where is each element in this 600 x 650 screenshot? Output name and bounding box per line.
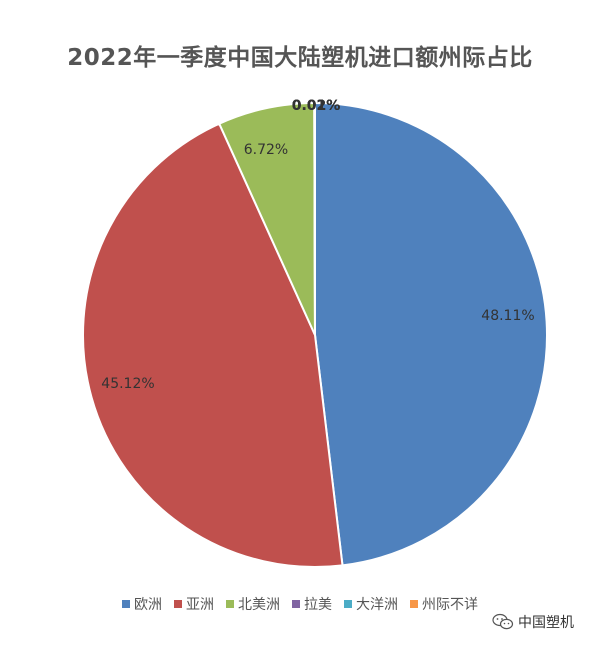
- legend-label: 北美洲: [238, 597, 280, 613]
- legend-label: 亚洲: [186, 597, 214, 613]
- legend-label: 拉美: [304, 597, 332, 613]
- data-label-欧洲: 48.11%: [481, 308, 534, 324]
- data-label-北美洲: 6.72%: [244, 142, 288, 158]
- data-label-大洋洲: 0.02%: [292, 98, 341, 114]
- legend-swatch: [174, 600, 182, 608]
- data-label-州际不详: 0.01%: [292, 98, 341, 114]
- legend-swatch: [410, 600, 418, 608]
- legend-label: 州际不详: [422, 597, 478, 613]
- legend-swatch: [292, 600, 300, 608]
- legend-item-拉美: 拉美: [292, 594, 332, 614]
- legend-item-大洋洲: 大洋洲: [344, 594, 398, 614]
- data-label-拉美: 0.02%: [292, 98, 341, 114]
- chart-title: 2022年一季度中国大陆塑机进口额州际占比: [67, 45, 533, 71]
- watermark-text: 中国塑机: [518, 615, 574, 631]
- chart-legend: 欧洲 亚洲 北美洲 拉美 大洋洲 州际不详: [0, 594, 600, 614]
- legend-item-亚洲: 亚洲: [174, 594, 214, 614]
- legend-swatch: [226, 600, 234, 608]
- data-label-亚洲: 45.12%: [101, 376, 154, 392]
- legend-item-北美洲: 北美洲: [226, 594, 280, 614]
- watermark: 中国塑机: [492, 612, 574, 632]
- wechat-icon: [492, 613, 514, 630]
- legend-swatch: [122, 600, 130, 608]
- legend-swatch: [344, 600, 352, 608]
- legend-label: 大洋洲: [356, 597, 398, 613]
- pie-slice-亚洲: [82, 122, 344, 568]
- legend-item-欧洲: 欧洲: [122, 594, 162, 614]
- legend-label: 欧洲: [134, 597, 162, 613]
- legend-item-州际不详: 州际不详: [410, 594, 478, 614]
- pie-slice-欧洲: [314, 101, 548, 567]
